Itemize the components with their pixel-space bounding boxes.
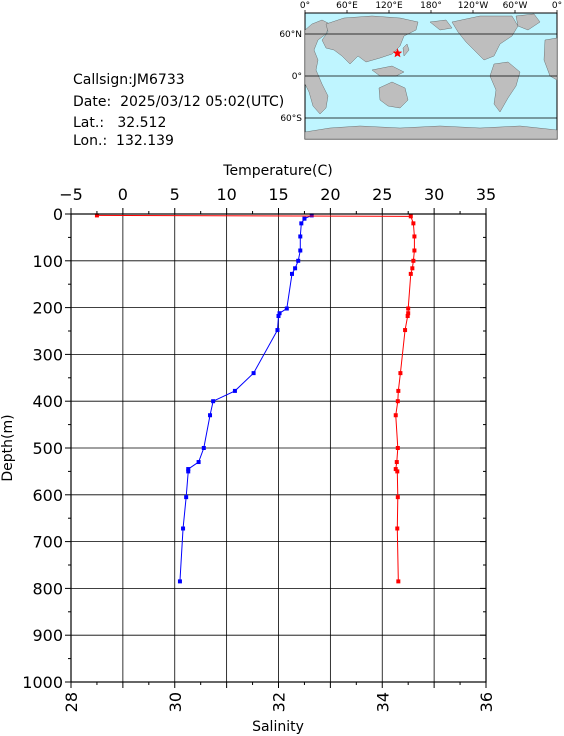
map-lon-label: 180° (420, 1, 442, 11)
temperature-tick-label: 30 (424, 185, 444, 204)
depth-tick-label: 1000 (22, 673, 63, 692)
temperature-point (289, 271, 294, 276)
chart-series (94, 213, 417, 584)
salinity-point (396, 388, 401, 393)
salinity-point (411, 258, 416, 263)
map-labels: 0° 60°E 120°E 180° 120°W 60°W 0° 60°N 0° 60°S (279, 1, 562, 124)
map-lon-label: 120°W (458, 1, 489, 11)
temperature-tick-label: 20 (320, 185, 340, 204)
salinity-tick-label: 34 (373, 692, 392, 712)
temperature-point (186, 469, 191, 474)
salinity-tick-label: 36 (477, 692, 496, 712)
map-lon-label: 120°E (375, 1, 403, 11)
salinity-point (393, 467, 398, 472)
depth-tick-label: 800 (32, 579, 63, 598)
map-lon-label: 60°E (336, 1, 358, 11)
temperature-point (184, 495, 189, 500)
salinity-point (393, 413, 398, 418)
salinity-point (395, 495, 400, 500)
salinity-point (412, 248, 417, 253)
salinity-point (408, 271, 413, 276)
salinity-point (396, 579, 401, 584)
temperature-point (181, 526, 186, 531)
temperature-point (177, 579, 182, 584)
map-lon-label: 60°W (503, 1, 528, 11)
temperature-point (201, 446, 206, 450)
salinity-point (398, 371, 403, 376)
date-text: Date: 2025/03/12 05:02(UTC) (73, 94, 285, 110)
temperature-point (251, 371, 256, 376)
depth-axis-title: Depth(m) (0, 414, 16, 481)
salinity-axis-title: Salinity (252, 719, 304, 735)
map-lat-label: 60°N (279, 30, 302, 40)
salinity-point (408, 214, 413, 219)
salinity-point (411, 221, 416, 226)
salinity-point (410, 266, 415, 271)
temperature-point (309, 213, 314, 218)
temperature-tick-label: 5 (170, 185, 180, 204)
map-latitude-lines (305, 33, 557, 119)
salinity-tick-label: 30 (166, 692, 185, 712)
world-map: 0° 60°E 120°E 180° 120°W 60°W 0° 60°N 0° 60°S (279, 1, 562, 140)
temperature-tick-label: 15 (268, 185, 288, 204)
depth-tick-label: 500 (32, 439, 63, 458)
depth-tick-label: 400 (32, 392, 63, 411)
salinity-point (406, 306, 411, 311)
salinity-point (94, 213, 99, 218)
temperature-tick-label: 35 (476, 185, 496, 204)
salinity-point (412, 234, 417, 239)
depth-tick-label: 100 (32, 252, 63, 271)
salinity-point (403, 328, 408, 333)
temperature-tick-label: −5 (59, 185, 83, 204)
temperature-point (196, 460, 201, 465)
salinity-point (406, 311, 411, 316)
salinity-point (395, 446, 400, 450)
temperature-point (298, 248, 303, 253)
station-star-icon (392, 48, 403, 58)
salinity-tick-label: 32 (270, 692, 289, 712)
depth-tick-label: 700 (32, 533, 63, 552)
temperature-point (277, 311, 282, 316)
temperature-point (298, 234, 303, 239)
salinity-point (395, 469, 400, 474)
latitude-text: Lat.: 32.512 (73, 115, 167, 131)
depth-tick-label: 300 (32, 345, 63, 364)
depth-tick-label: 200 (32, 299, 63, 318)
longitude-text: Lon.: 132.139 (73, 133, 174, 149)
depth-tick-label: 900 (32, 626, 63, 645)
temperature-point (302, 216, 307, 221)
map-lat-label: 0° (292, 72, 302, 82)
temperature-tick-label: 10 (216, 185, 236, 204)
temperature-point (275, 328, 280, 333)
temperature-point (211, 399, 216, 404)
depth-tick-label: 600 (32, 486, 63, 505)
map-lon-label: 0° (552, 1, 562, 11)
temperature-tick-label: 25 (372, 185, 392, 204)
temperature-tick-label: 0 (118, 185, 128, 204)
temperature-point (299, 221, 304, 226)
salinity-point (405, 314, 410, 319)
salinity-point (394, 460, 399, 465)
plot-frame (70, 213, 487, 683)
station-marker (392, 48, 403, 58)
map-lat-label: 60°S (280, 114, 302, 124)
temperature-point (284, 306, 289, 311)
callsign-text: Callsign:JM6733 (73, 72, 185, 88)
salinity-point (395, 399, 400, 404)
temperature-point (293, 266, 298, 271)
temperature-point (208, 413, 213, 418)
temperature-point (276, 314, 281, 319)
salinity-tick-label: 28 (62, 692, 81, 712)
temperature-point (232, 388, 237, 393)
map-lon-label: 0° (300, 1, 310, 11)
temperature-axis-title: Temperature(C) (222, 163, 332, 179)
depth-tick-label: 0 (53, 205, 63, 224)
salinity-point (395, 526, 400, 531)
temperature-point (186, 467, 191, 472)
temperature-point (296, 258, 301, 263)
